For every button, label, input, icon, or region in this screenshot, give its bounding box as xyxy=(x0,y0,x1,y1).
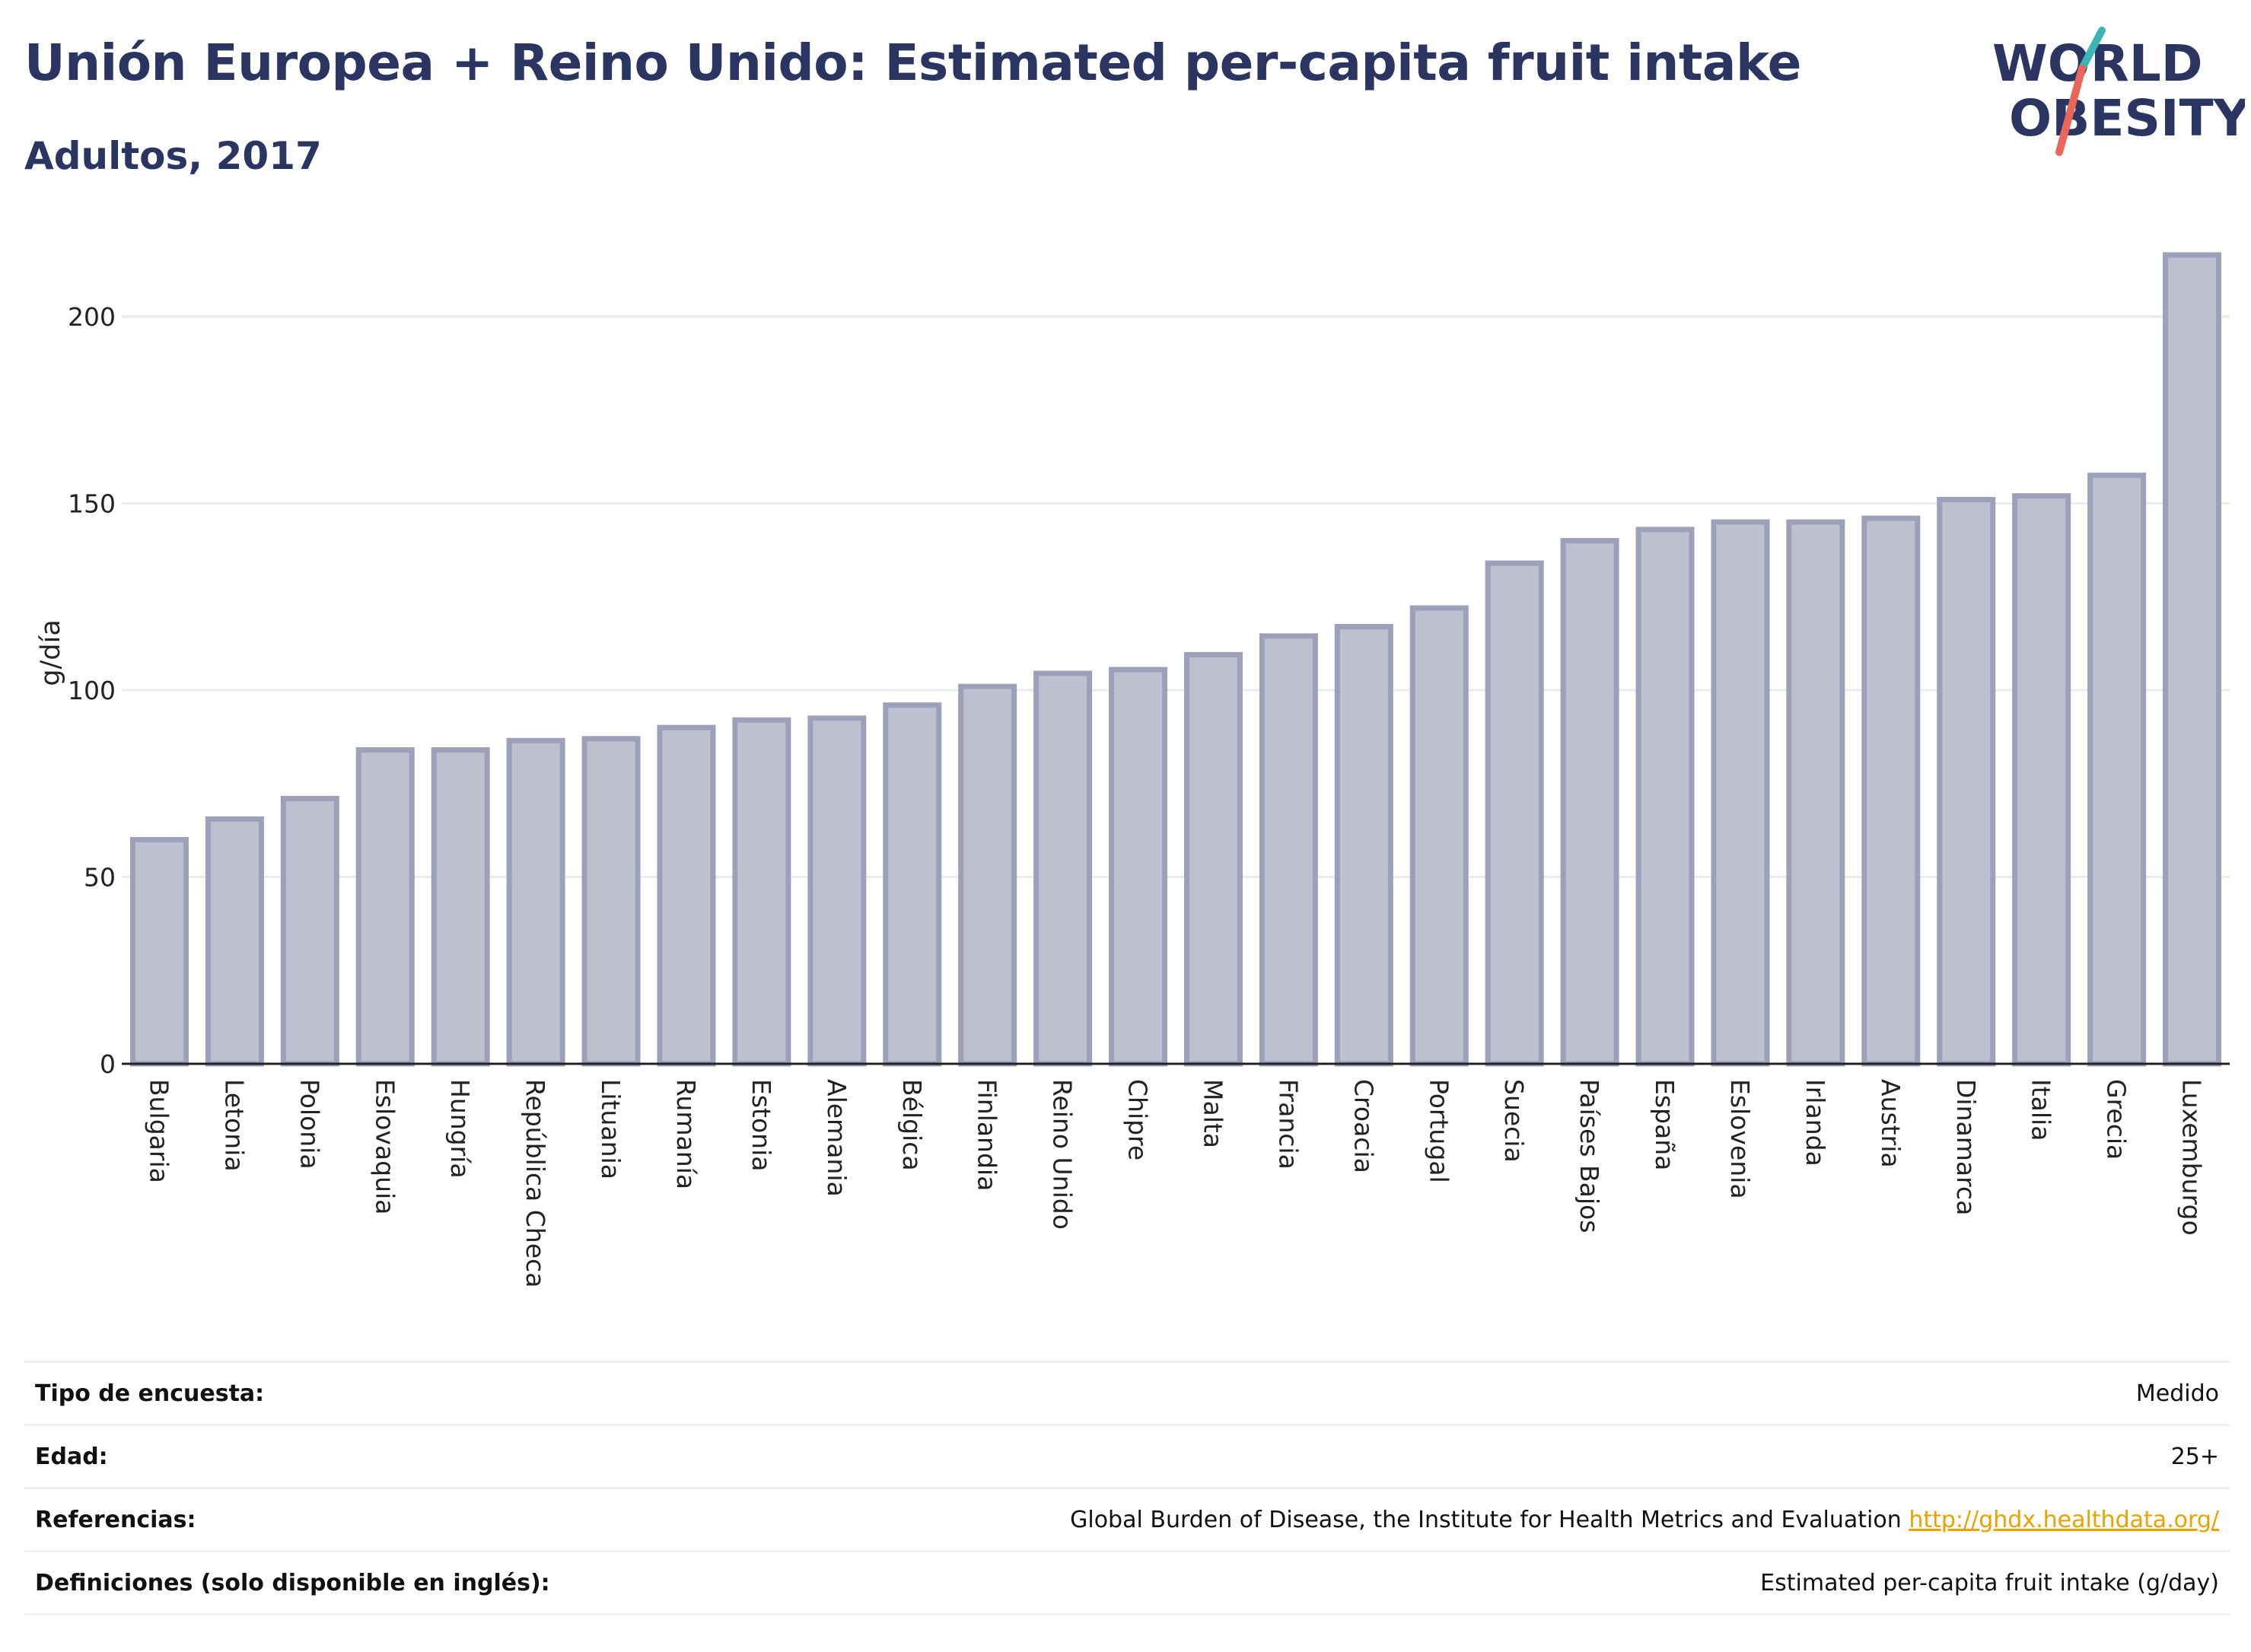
x-tick-label: Francia xyxy=(1273,1079,1303,1170)
bar-grecia[interactable] xyxy=(2087,473,2147,1067)
bar-portugal[interactable] xyxy=(1409,605,1469,1067)
bar-españa[interactable] xyxy=(1635,527,1695,1067)
x-tick-label: Suecia xyxy=(1499,1079,1529,1163)
bar-eslovaquia[interactable] xyxy=(355,747,415,1067)
info-label: Definiciones (solo disponible en inglés)… xyxy=(35,1569,550,1596)
x-tick-label: Portugal xyxy=(1424,1079,1453,1183)
bar-suecia[interactable] xyxy=(1485,560,1544,1067)
bar-dinamarca[interactable] xyxy=(1937,497,1996,1067)
info-row-definitions: Definiciones (solo disponible en inglés)… xyxy=(24,1552,2230,1615)
x-tick-label: Hungría xyxy=(445,1079,475,1179)
info-row-survey-type: Tipo de encuesta: Medido xyxy=(24,1363,2230,1426)
bar-italia[interactable] xyxy=(2012,493,2071,1067)
x-tick-label: Finlandia xyxy=(973,1079,1002,1191)
bar-hungría[interactable] xyxy=(431,747,490,1067)
info-value: 25+ xyxy=(2170,1443,2219,1470)
axes: 0 50 100 150 200 Bulgaria Letonia Polonia Eslova… xyxy=(68,302,2230,1288)
bar-reino-unido[interactable] xyxy=(1033,670,1093,1067)
x-tick-label: Polonia xyxy=(295,1079,324,1170)
bar-irlanda[interactable] xyxy=(1786,519,1845,1067)
x-tick-label: Austria xyxy=(1876,1079,1906,1168)
bar-croacia[interactable] xyxy=(1334,624,1393,1067)
x-tick-label: Dinamarca xyxy=(1951,1079,1981,1215)
x-tick-label: España xyxy=(1650,1079,1679,1170)
info-value-references: Global Burden of Disease, the Institute … xyxy=(1070,1507,2219,1533)
logo-slash-coral xyxy=(2055,65,2086,156)
info-label: Tipo de encuesta: xyxy=(35,1380,265,1407)
info-row-age: Edad: 25+ xyxy=(24,1426,2230,1489)
bar-república-checa[interactable] xyxy=(506,737,565,1067)
logo-slash-teal xyxy=(2078,27,2106,72)
x-tick-label: Italia xyxy=(2027,1079,2056,1141)
x-tick-label: Croacia xyxy=(1348,1079,1378,1173)
y-axis-title: g/día xyxy=(36,619,66,686)
reference-link[interactable]: http://ghdx.healthdata.org/ xyxy=(1909,1506,2219,1533)
y-tick-label: 50 xyxy=(84,863,116,893)
bar-francia[interactable] xyxy=(1259,633,1318,1067)
y-tick-label: 150 xyxy=(68,489,116,519)
x-tick-label: Países Bajos xyxy=(1574,1079,1604,1233)
bar-lituania[interactable] xyxy=(581,736,641,1067)
bar-malta[interactable] xyxy=(1183,651,1243,1067)
bar-bulgaria[interactable] xyxy=(129,836,189,1067)
bars xyxy=(129,252,2222,1067)
y-tick-label: 0 xyxy=(100,1049,116,1079)
y-tick-label: 100 xyxy=(68,676,116,705)
x-tick-label: Letonia xyxy=(219,1079,249,1172)
info-label: Referencias: xyxy=(35,1506,196,1533)
x-tick-label: Irlanda xyxy=(1800,1079,1830,1167)
info-value: Estimated per-capita fruit intake (g/day… xyxy=(1760,1569,2219,1596)
world-obesity-logo: WORLD OBESITY xyxy=(1992,27,2245,156)
info-row-references: Referencias: Global Burden of Disease, t… xyxy=(24,1489,2230,1552)
x-tick-label: Bulgaria xyxy=(144,1079,174,1183)
y-tick-label: 200 xyxy=(68,302,116,332)
bar-bélgica[interactable] xyxy=(883,702,942,1067)
bar-letonia[interactable] xyxy=(205,816,264,1067)
x-tick-label: República Checa xyxy=(521,1079,550,1288)
x-tick-label: Lituania xyxy=(596,1079,626,1179)
x-tick-label: Chipre xyxy=(1123,1079,1153,1160)
bar-chart: 0 50 100 150 200 Bulgaria Letonia Polonia Eslova… xyxy=(36,252,2230,1288)
bar-países-bajos[interactable] xyxy=(1560,538,1619,1067)
bar-luxemburgo[interactable] xyxy=(2163,252,2222,1067)
info-label: Edad: xyxy=(35,1443,108,1470)
chart-title: Unión Europea + Reino Unido: Estimated p… xyxy=(24,33,1801,92)
x-tick-label: Alemania xyxy=(822,1079,852,1197)
x-tick-label: Rumanía xyxy=(671,1079,701,1189)
x-tick-label: Eslovaquia xyxy=(370,1079,400,1214)
bar-austria[interactable] xyxy=(1861,515,1921,1067)
bar-estonia[interactable] xyxy=(732,717,791,1067)
x-tick-label: Malta xyxy=(1198,1079,1227,1148)
info-table: Tipo de encuesta: Medido Edad: 25+ Refer… xyxy=(24,1361,2230,1615)
bar-finlandia[interactable] xyxy=(958,683,1017,1067)
bar-eslovenia[interactable] xyxy=(1711,519,1770,1067)
bar-rumanía[interactable] xyxy=(657,724,716,1067)
logo-text-obesity: OBESITY xyxy=(2009,89,2245,148)
chart-subtitle: Adultos, 2017 xyxy=(24,134,322,178)
x-tick-label: Reino Unido xyxy=(1048,1079,1078,1230)
bar-polonia[interactable] xyxy=(280,795,339,1067)
x-tick-label: Eslovenia xyxy=(1725,1079,1755,1199)
bar-alemania[interactable] xyxy=(807,715,867,1067)
reference-text: Global Burden of Disease, the Institute … xyxy=(1070,1506,1902,1533)
x-tick-label: Estonia xyxy=(747,1079,776,1171)
x-tick-label: Bélgica xyxy=(897,1079,927,1171)
bar-chipre[interactable] xyxy=(1109,667,1168,1067)
info-value: Medido xyxy=(2135,1380,2219,1407)
x-tick-label: Luxemburgo xyxy=(2177,1079,2207,1236)
x-tick-label: Grecia xyxy=(2102,1079,2132,1160)
